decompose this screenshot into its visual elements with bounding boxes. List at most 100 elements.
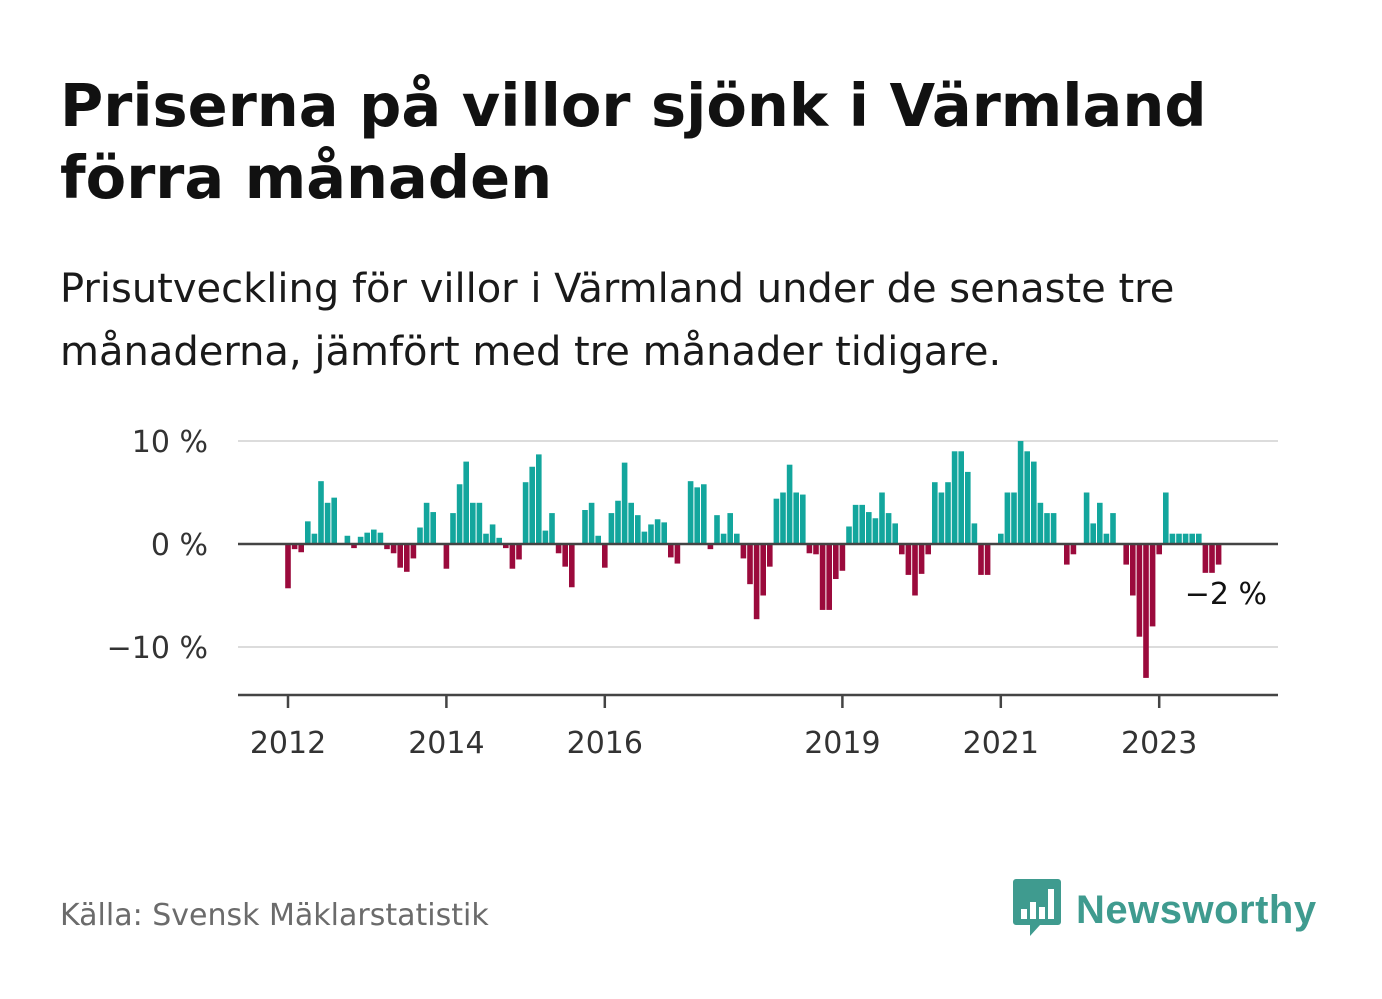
bar <box>793 492 799 544</box>
bar <box>833 544 839 580</box>
bar <box>1136 544 1143 637</box>
bar <box>885 513 892 544</box>
page-title: Priserna på villor sjönk i Värmland förr… <box>60 71 1207 212</box>
bar <box>1215 544 1222 565</box>
bar <box>846 526 852 544</box>
bar <box>410 544 417 559</box>
bar <box>674 544 681 564</box>
bar <box>298 544 304 553</box>
x-tick-label: 2012 <box>250 726 326 761</box>
bar <box>318 481 324 544</box>
bar <box>747 544 753 585</box>
bar <box>285 544 291 589</box>
bar <box>918 544 925 574</box>
grid-lines <box>238 440 1278 648</box>
bar <box>727 513 733 544</box>
bar <box>615 500 621 544</box>
bar <box>1070 544 1077 555</box>
bar <box>648 524 654 544</box>
bar <box>879 492 885 544</box>
bar <box>423 502 430 544</box>
bar <box>430 512 436 544</box>
bar <box>1090 523 1096 544</box>
bar <box>641 531 648 544</box>
bar <box>872 518 879 544</box>
page-subtitle: Prisutveckling för villor i Värmland und… <box>60 266 1175 375</box>
bar <box>826 544 832 610</box>
bar <box>866 512 872 544</box>
bar <box>621 462 628 544</box>
bar <box>397 544 403 568</box>
bar <box>1156 544 1162 555</box>
bar <box>932 482 938 544</box>
brand-logo[interactable]: Newsworthy <box>1012 878 1317 942</box>
source-note: Källa: Svensk Mäklarstatistik <box>60 898 489 933</box>
bar <box>892 523 898 544</box>
bar <box>549 513 555 544</box>
bar <box>912 544 918 596</box>
bar <box>1024 451 1030 544</box>
bar <box>1176 533 1182 544</box>
bar <box>456 484 463 544</box>
bar <box>905 544 912 575</box>
bar <box>516 544 522 560</box>
y-tick-label: −10 % <box>107 631 208 666</box>
bar <box>767 544 773 567</box>
brand-name: Newsworthy <box>1076 887 1317 932</box>
bar <box>384 544 390 550</box>
bar <box>635 515 641 544</box>
bar-series <box>285 441 1222 678</box>
bar <box>628 502 634 544</box>
bar <box>371 529 377 544</box>
bar <box>331 497 337 544</box>
bar <box>707 544 714 550</box>
bar <box>661 522 667 544</box>
bar <box>529 466 535 544</box>
bar <box>1149 544 1156 627</box>
bar <box>654 519 661 544</box>
x-tick-label: 2021 <box>963 726 1039 761</box>
bar <box>694 487 700 544</box>
bar <box>899 544 905 555</box>
bar <box>1097 502 1103 544</box>
bar <box>443 544 450 569</box>
bar <box>1196 533 1202 544</box>
bar <box>404 544 410 572</box>
last-value-annotation: −2 % <box>1185 577 1267 612</box>
bar <box>562 544 568 567</box>
bar <box>714 515 720 544</box>
x-tick-label: 2019 <box>804 726 880 761</box>
bar <box>569 544 575 588</box>
bar <box>1083 492 1090 544</box>
bar <box>1044 513 1050 544</box>
x-tick-label: 2023 <box>1121 726 1197 761</box>
bar <box>951 451 958 544</box>
bar <box>1182 533 1189 544</box>
bar <box>1064 544 1070 565</box>
x-tick-label: 2016 <box>567 726 643 761</box>
bar <box>417 527 423 544</box>
bar <box>582 510 588 544</box>
bar <box>377 532 384 544</box>
bar <box>522 482 529 544</box>
bar <box>958 451 964 544</box>
bar <box>1017 441 1024 544</box>
bar <box>476 502 483 544</box>
bar <box>305 521 311 544</box>
bar <box>1123 544 1129 565</box>
bar <box>509 544 516 569</box>
bar <box>668 544 674 558</box>
bar <box>1209 544 1215 573</box>
bar <box>859 504 865 544</box>
bar <box>390 544 397 554</box>
bar <box>1169 533 1176 544</box>
bar <box>813 544 819 555</box>
bar <box>503 544 509 549</box>
x-tick-label: 2014 <box>408 726 484 761</box>
bar <box>483 533 489 544</box>
bar <box>740 544 747 559</box>
bar <box>786 464 793 544</box>
bar <box>925 544 931 555</box>
bar <box>588 502 595 544</box>
bar <box>463 461 469 544</box>
